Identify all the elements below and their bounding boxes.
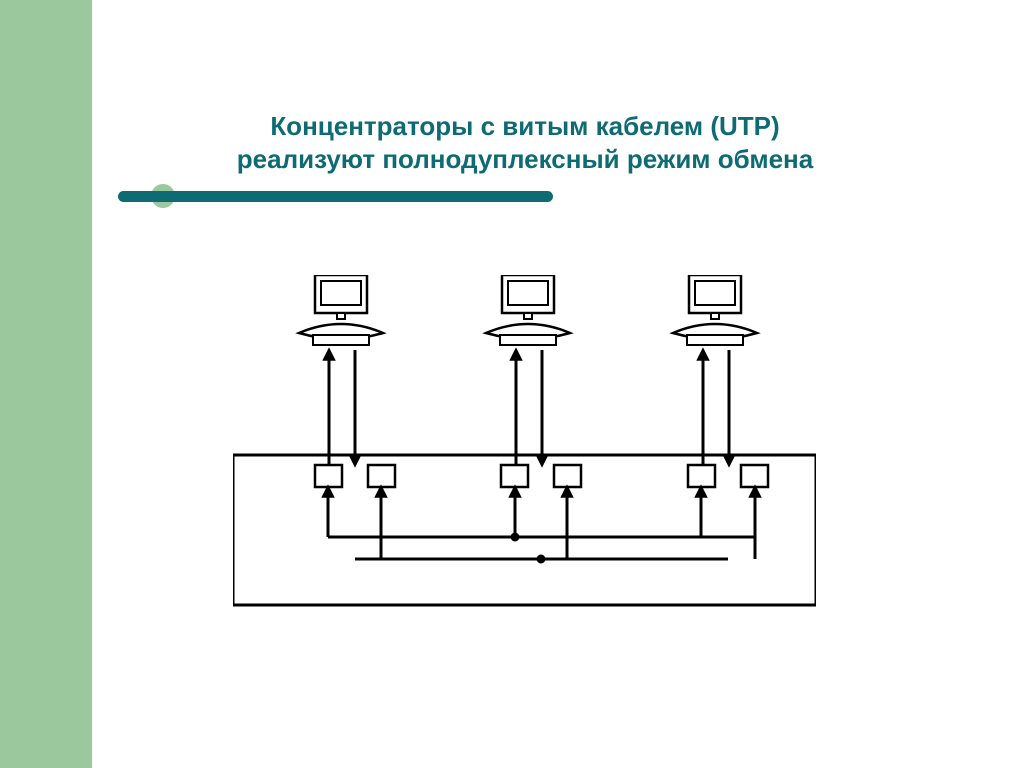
divider-bar [118,191,553,202]
slide-title: Концентраторы с витым кабелем (UTP) реал… [145,110,905,175]
title-line-2: реализуют полнодуплексный режим обмена [145,143,905,176]
slide: Концентраторы с витым кабелем (UTP) реал… [0,0,1024,768]
sidebar-accent [0,0,92,768]
title-line-1: Концентраторы с витым кабелем (UTP) [145,110,905,143]
diagram-svg [233,275,816,615]
network-diagram [233,275,816,615]
